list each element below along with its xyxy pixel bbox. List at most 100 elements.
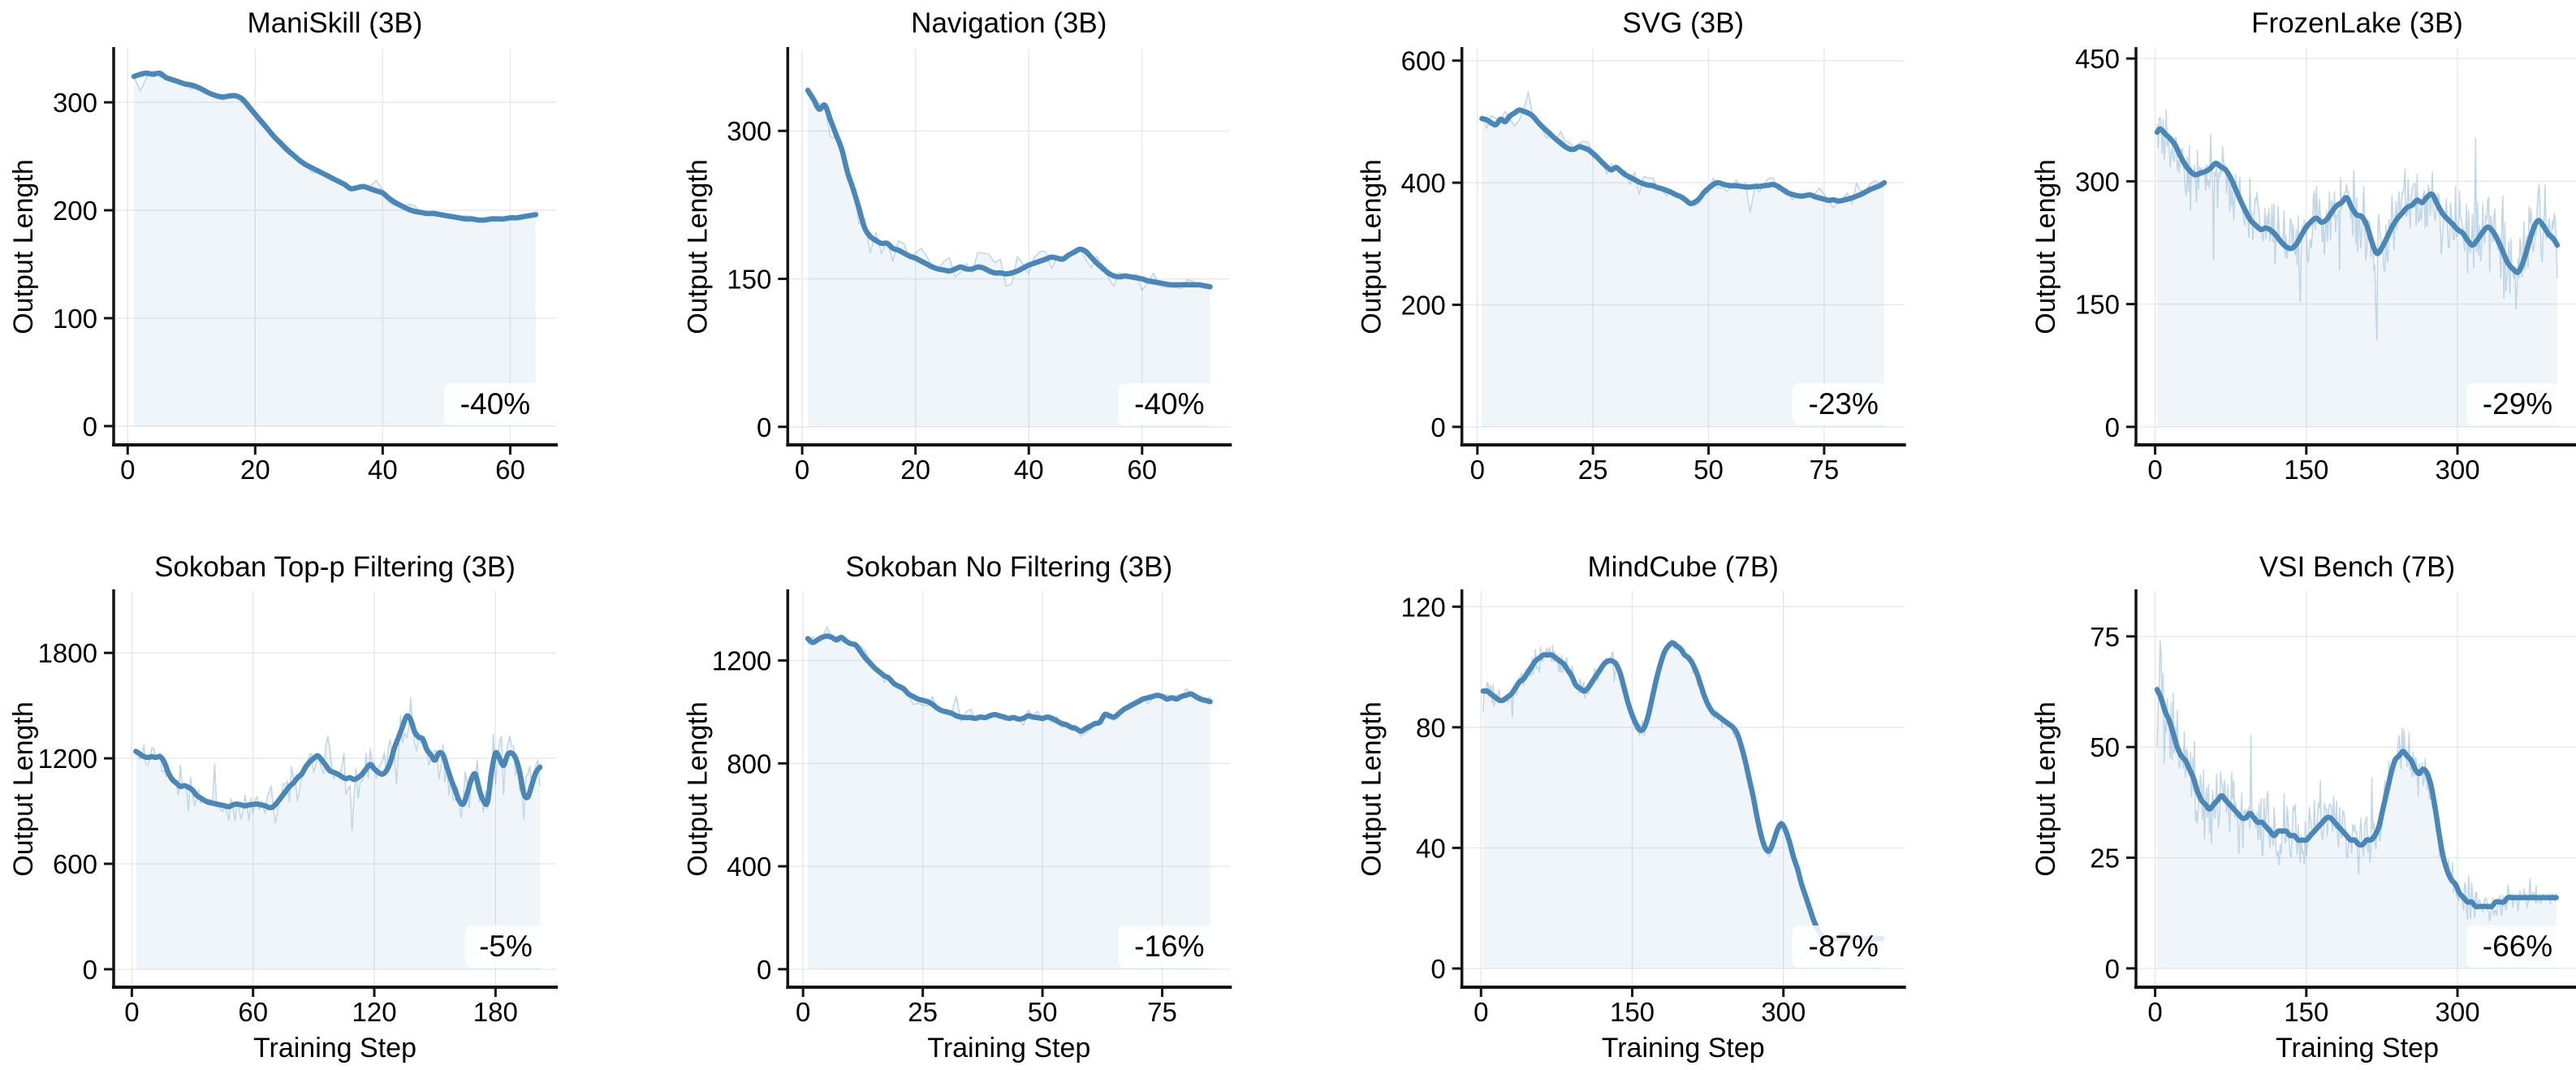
area-fill <box>1482 639 1883 969</box>
x-tick-label: 50 <box>1028 997 1058 1027</box>
chart-title: VSI Bench (7B) <box>2259 551 2455 583</box>
x-tick-label: 40 <box>1014 455 1044 485</box>
x-tick-label: 60 <box>1127 455 1157 485</box>
annotation-box <box>2466 383 2569 425</box>
raw-line <box>2156 109 2558 341</box>
y-tick-label: 400 <box>1401 168 1446 198</box>
plot-area <box>1480 638 1885 969</box>
x-tick-label: 0 <box>795 455 809 485</box>
y-tick-label: 400 <box>727 852 771 882</box>
x-tick-label: 40 <box>368 455 398 485</box>
gridlines <box>1461 49 1905 445</box>
chart-title: FrozenLake (3B) <box>2251 7 2463 39</box>
y-tick-label: 1800 <box>38 638 97 668</box>
y-tick-label: 600 <box>1401 46 1446 76</box>
plot-area <box>2154 639 2559 969</box>
x-tick-label: 75 <box>1147 997 1177 1027</box>
reduction-annotation: -87% <box>1809 930 1879 963</box>
chart-sokoban-no-filtering-3b: 0 400 800 1200 0 25 50 75 Sokoban No Filtering (… <box>682 551 1232 1064</box>
x-tick-label: 0 <box>124 997 139 1027</box>
raw-line <box>807 86 1211 291</box>
area-fill <box>136 697 541 969</box>
y-tick-label: 600 <box>53 849 97 879</box>
chart-title: Sokoban No Filtering (3B) <box>845 551 1172 583</box>
y-tick-label: 150 <box>727 264 771 294</box>
y-tick-label: 200 <box>53 196 97 226</box>
y-tick-label: 0 <box>1430 412 1445 442</box>
y-tick-label: 0 <box>83 955 97 985</box>
smoothed-line <box>1479 107 1888 206</box>
y-axis-label: Output Length <box>2030 159 2061 334</box>
x-tick-label: 150 <box>2284 997 2328 1027</box>
area-fill <box>2157 110 2557 427</box>
reduction-annotation: -66% <box>2483 930 2552 963</box>
y-tick-label: 0 <box>757 955 771 985</box>
annotation-box <box>1792 383 1895 425</box>
smoothed-line <box>805 633 1213 734</box>
annotation-box <box>444 383 546 425</box>
x-tick-label: 0 <box>1470 455 1485 485</box>
area-fill <box>808 626 1210 969</box>
x-tick-label: 60 <box>495 455 525 485</box>
plot-area <box>133 697 543 969</box>
area-fill <box>808 86 1210 427</box>
x-tick-label: 300 <box>2435 997 2479 1027</box>
y-tick-label: 1200 <box>38 744 97 774</box>
area-fill <box>1482 92 1884 427</box>
x-axis-label: Training Step <box>1602 1033 1765 1064</box>
plot-area <box>1479 91 1888 427</box>
smoothed-line <box>133 713 543 811</box>
reduction-annotation: -40% <box>1134 387 1204 421</box>
y-tick-label: 1200 <box>712 646 771 676</box>
smoothed-line <box>1480 640 1885 942</box>
chart-mindcube-7b: 0 40 80 120 0 150 300 MindCube (7B) Output Lengt… <box>1357 551 1906 1064</box>
y-tick-label: 80 <box>1416 713 1446 743</box>
x-tick-label: 20 <box>240 455 270 485</box>
x-tick-label: 50 <box>1694 455 1724 485</box>
y-tick-label: 200 <box>1401 290 1446 320</box>
x-tick-label: 150 <box>1610 997 1655 1027</box>
y-tick-label: 800 <box>727 749 771 779</box>
chart-sokoban-top-p-filtering-3b: 0 600 1200 1800 0 60 120 180 Sokoban Top-p Filte… <box>8 551 558 1064</box>
y-axis-label: Output Length <box>8 701 39 877</box>
plot-area <box>805 626 1213 969</box>
y-tick-label: 0 <box>2105 412 2120 442</box>
y-tick-label: 300 <box>53 88 97 118</box>
reduction-annotation: -16% <box>1134 930 1204 963</box>
chart-frozenlake-3b: 0 150 300 450 0 150 300 FrozenLake (3B) Output L… <box>2030 7 2576 485</box>
chart-vsi-bench-7b: 0 25 50 75 0 150 300 VSI Bench (7B) Output Lengt… <box>2030 551 2576 1064</box>
gridlines <box>114 591 556 987</box>
chart-maniskill-3b: 0 100 200 300 0 20 40 60 ManiSkill (3B) Output Le… <box>8 7 558 485</box>
x-tick-label: 0 <box>2147 455 2162 485</box>
x-tick-label: 25 <box>1578 455 1608 485</box>
annotation-box <box>1118 925 1221 968</box>
y-tick-label: 50 <box>2090 732 2120 762</box>
chart-title: MindCube (7B) <box>1588 551 1779 583</box>
reduction-annotation: -40% <box>460 387 530 421</box>
gridlines <box>787 591 1231 987</box>
x-tick-label: 120 <box>352 997 396 1027</box>
smoothed-line <box>131 70 539 223</box>
x-tick-label: 20 <box>900 455 930 485</box>
annotation-box <box>1118 383 1221 425</box>
annotation-box <box>2466 925 2569 968</box>
y-tick-label: 0 <box>1430 954 1445 984</box>
y-tick-label: 25 <box>2090 843 2120 874</box>
x-tick-label: 0 <box>2147 997 2162 1027</box>
x-tick-label: 150 <box>2284 455 2328 485</box>
chart-navigation-3b: 0 150 300 0 20 40 60 Navigation (3B) Output Leng… <box>682 7 1232 485</box>
y-tick-label: 300 <box>2075 166 2120 196</box>
gridlines <box>2136 591 2576 987</box>
y-tick-label: 0 <box>2105 954 2120 984</box>
x-axis-label: Training Step <box>927 1033 1090 1064</box>
y-tick-label: 75 <box>2090 622 2120 652</box>
gridlines <box>2136 49 2576 445</box>
x-tick-label: 0 <box>796 997 810 1027</box>
chart-svg-3b: 0 200 400 600 0 25 50 75 SVG (3B) Output Length -2… <box>1357 7 1906 485</box>
reduction-annotation: -29% <box>2483 387 2552 421</box>
y-axis-label: Output Length <box>1357 159 1387 334</box>
y-axis-label: Output Length <box>682 701 713 877</box>
y-tick-label: 0 <box>83 412 97 442</box>
y-axis-label: Output Length <box>682 159 713 334</box>
